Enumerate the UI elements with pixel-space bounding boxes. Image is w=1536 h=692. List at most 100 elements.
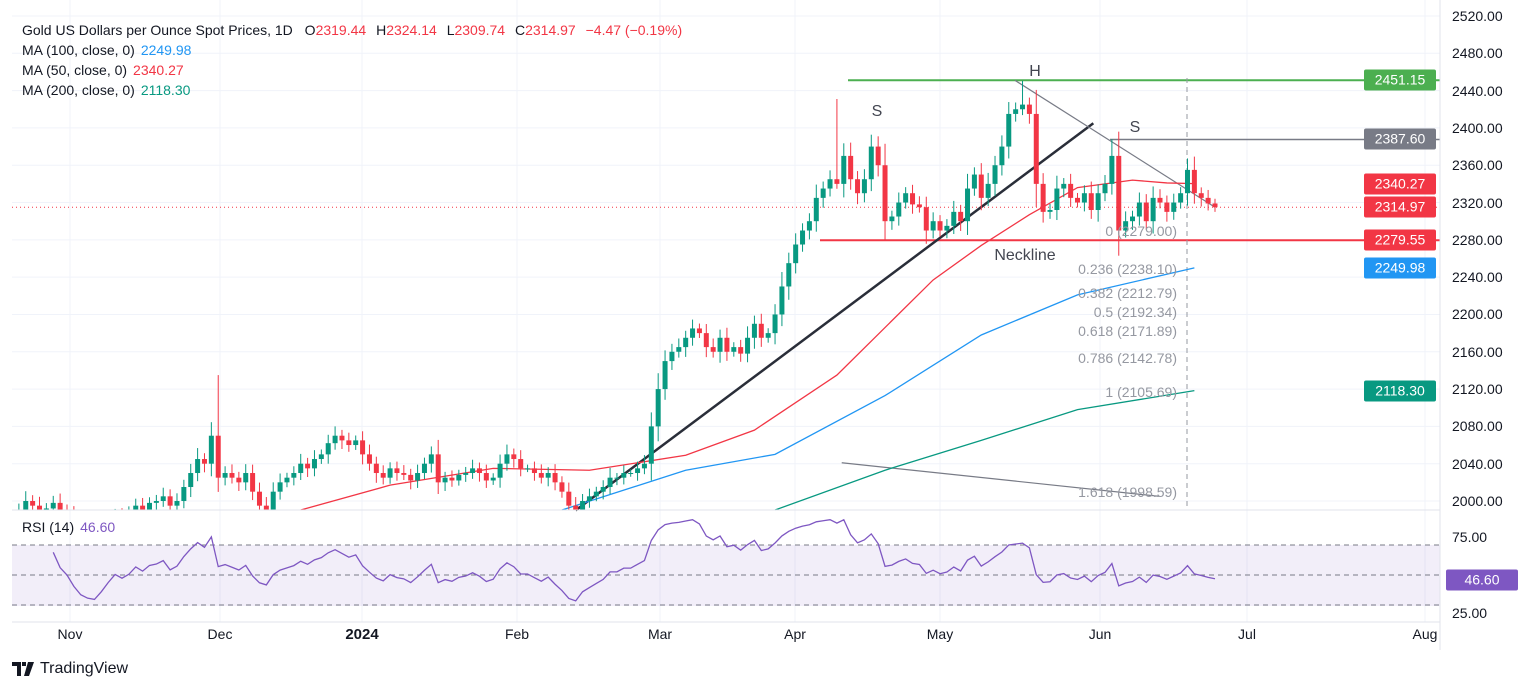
candle-body bbox=[999, 146, 1005, 166]
candle-body bbox=[1130, 216, 1136, 222]
candle bbox=[1164, 195, 1170, 222]
price-tick: 2040.00 bbox=[1452, 455, 1503, 472]
candle bbox=[277, 473, 283, 500]
candle-body bbox=[648, 426, 654, 464]
candle bbox=[250, 464, 256, 501]
candle bbox=[820, 181, 826, 208]
rsi-line bbox=[52, 518, 1216, 602]
candle bbox=[401, 465, 407, 481]
candle-body bbox=[30, 501, 36, 506]
candle bbox=[456, 469, 462, 486]
candle bbox=[366, 444, 372, 471]
candle bbox=[683, 330, 689, 357]
price-badge: 2340.27 bbox=[1364, 173, 1436, 195]
candle bbox=[387, 462, 393, 484]
candle-body bbox=[332, 435, 338, 444]
price-tick: 2160.00 bbox=[1452, 343, 1503, 360]
candle bbox=[1143, 194, 1149, 230]
candle-body bbox=[188, 473, 194, 488]
candle-body bbox=[10, 515, 15, 518]
ma200-legend[interactable]: MA (200, close, 0) 2118.30 bbox=[22, 82, 190, 98]
candle-body bbox=[318, 454, 324, 460]
candle bbox=[121, 508, 123, 510]
candle-body bbox=[573, 505, 579, 510]
open-value: 2319.44 bbox=[315, 22, 367, 38]
candle bbox=[421, 457, 427, 480]
candle-body bbox=[456, 474, 462, 481]
candle bbox=[415, 464, 421, 488]
candle-body bbox=[133, 505, 139, 510]
candle-body bbox=[635, 468, 641, 474]
rsi-legend[interactable]: RSI (14) 46.60 bbox=[22, 519, 115, 535]
candle bbox=[978, 163, 984, 211]
candle-body bbox=[580, 501, 586, 510]
candle bbox=[855, 171, 861, 205]
candle-body bbox=[676, 347, 682, 352]
candle bbox=[958, 204, 964, 231]
tradingview-logo[interactable]: TradingView bbox=[12, 660, 128, 678]
ma-line-ma50 bbox=[300, 179, 1195, 511]
candle-body bbox=[834, 179, 840, 184]
ma200-value: 2118.30 bbox=[140, 82, 191, 98]
candle-body bbox=[1054, 188, 1060, 210]
candle bbox=[318, 449, 324, 464]
candle bbox=[463, 466, 469, 482]
price-tick: 2080.00 bbox=[1452, 418, 1503, 435]
candle bbox=[10, 511, 15, 523]
candle-body bbox=[800, 230, 806, 245]
candle-body bbox=[607, 477, 613, 488]
candle-body bbox=[951, 211, 957, 226]
candle-body bbox=[311, 459, 317, 469]
candle bbox=[128, 506, 130, 510]
candle-body bbox=[1088, 193, 1094, 210]
candle-body bbox=[992, 165, 998, 184]
candle bbox=[910, 184, 916, 214]
candle-body bbox=[655, 389, 661, 427]
low-label: L bbox=[446, 22, 455, 38]
candle bbox=[531, 461, 537, 481]
candle bbox=[566, 482, 572, 510]
candle-body bbox=[1178, 193, 1184, 203]
candle bbox=[538, 464, 544, 484]
time-label-feb: Feb bbox=[504, 626, 530, 642]
candle bbox=[325, 434, 331, 464]
candle bbox=[648, 412, 654, 481]
candle bbox=[751, 315, 757, 349]
candle bbox=[992, 155, 998, 197]
uptrend-line bbox=[574, 122, 1095, 512]
candle-body bbox=[497, 463, 503, 478]
candle bbox=[57, 493, 63, 510]
candle bbox=[373, 456, 379, 483]
candle bbox=[1198, 187, 1204, 207]
candle-body bbox=[910, 193, 916, 205]
candle-body bbox=[339, 435, 345, 441]
candle bbox=[1109, 139, 1115, 195]
candle-body bbox=[566, 491, 572, 506]
candle bbox=[580, 494, 586, 510]
candle-body bbox=[538, 473, 544, 478]
candle bbox=[1095, 184, 1101, 222]
candle bbox=[50, 495, 56, 510]
candle bbox=[889, 210, 895, 230]
candle-body bbox=[401, 473, 407, 475]
candle bbox=[573, 497, 579, 510]
candle bbox=[284, 472, 290, 488]
ma50-legend[interactable]: MA (50, close, 0) 2340.27 bbox=[22, 62, 184, 78]
tradingview-logo-icon bbox=[12, 662, 34, 676]
candle bbox=[593, 486, 599, 502]
candle-body bbox=[559, 482, 565, 492]
candle bbox=[435, 439, 441, 495]
ma100-legend[interactable]: MA (100, close, 0) 2249.98 bbox=[22, 42, 191, 58]
fib-level-label: 0.236 (2238.10) bbox=[1078, 260, 1177, 277]
candle-body bbox=[586, 496, 592, 501]
candle-body bbox=[394, 468, 400, 474]
candle-body bbox=[1075, 197, 1081, 203]
candle-body bbox=[305, 463, 311, 469]
ma100-value: 2249.98 bbox=[140, 42, 192, 58]
candle-body bbox=[641, 463, 647, 469]
candle-body bbox=[201, 459, 207, 464]
high-label: H bbox=[376, 22, 387, 38]
candle-body bbox=[380, 473, 386, 478]
candle bbox=[1102, 175, 1108, 202]
